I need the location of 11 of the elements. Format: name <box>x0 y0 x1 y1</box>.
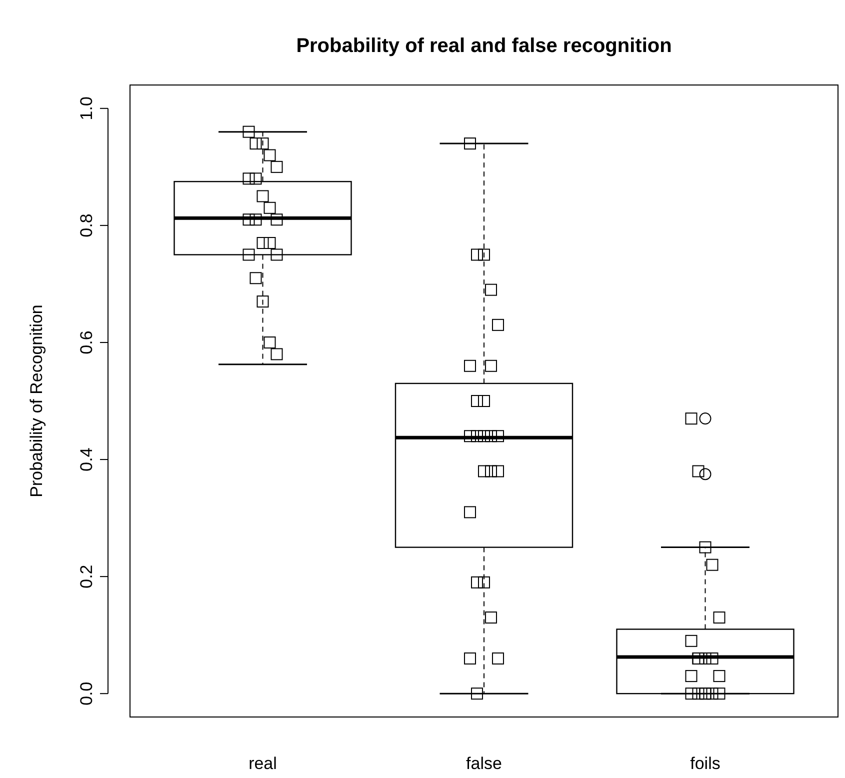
x-tick-label: foils <box>690 754 720 773</box>
x-tick-label: real <box>248 754 277 773</box>
y-tick-label: 0.8 <box>77 214 96 238</box>
y-tick-label: 0.4 <box>77 448 96 472</box>
y-axis-title: Probability of Recognition <box>27 304 46 498</box>
y-tick-label: 0.0 <box>77 682 96 706</box>
y-tick-label: 1.0 <box>77 96 96 120</box>
chart-title: Probability of real and false recognition <box>296 35 672 57</box>
x-tick-label: false <box>466 754 502 773</box>
y-tick-label: 0.6 <box>77 330 96 354</box>
y-tick-label: 0.2 <box>77 564 96 588</box>
